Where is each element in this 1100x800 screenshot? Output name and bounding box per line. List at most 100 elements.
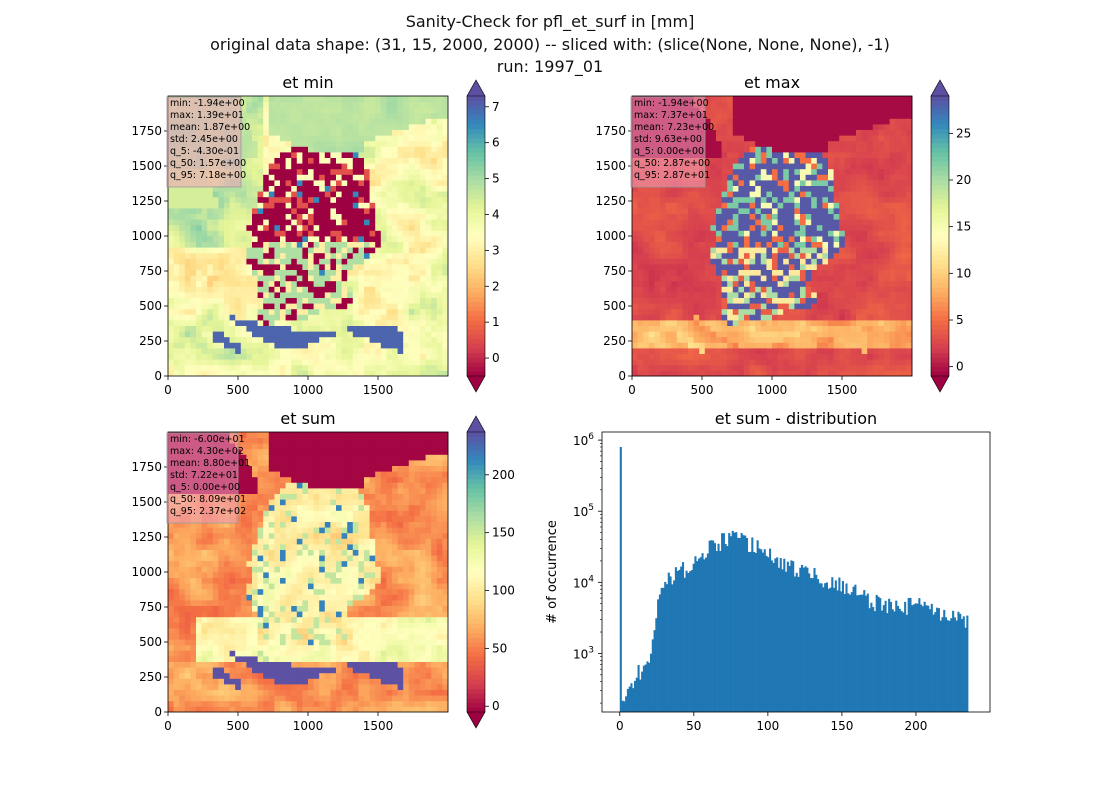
heatmap-cell <box>828 180 834 186</box>
heatmap-cell <box>805 224 812 231</box>
heatmap-cell <box>285 348 292 354</box>
heatmap-cell <box>252 359 258 366</box>
heatmap-cell <box>263 96 270 102</box>
heatmap-cell <box>425 364 432 371</box>
heatmap-cell <box>218 202 225 209</box>
colorbar-segment <box>467 96 485 102</box>
heatmap-cell <box>755 118 762 125</box>
heatmap-cell <box>257 112 264 119</box>
heatmap-cell <box>811 320 818 326</box>
heatmap-cell <box>285 219 292 226</box>
heatmap-cell <box>274 269 281 276</box>
heatmap-cell <box>302 118 309 125</box>
heatmap-cell <box>844 196 851 203</box>
heatmap-cell <box>744 364 750 371</box>
heatmap-cell <box>800 196 806 203</box>
heatmap-cell <box>755 314 762 321</box>
heatmap-cell <box>660 342 666 349</box>
heatmap-cell <box>397 331 404 338</box>
heatmap-cell <box>671 280 678 287</box>
heatmap-cell <box>369 118 376 125</box>
heatmap-cell <box>755 96 762 102</box>
colorbar-tick-label: 7 <box>492 100 500 114</box>
heatmap-cell <box>766 320 773 326</box>
heatmap-cell <box>716 208 722 214</box>
heatmap-cell <box>716 325 722 332</box>
heatmap-cell <box>319 258 326 265</box>
heatmap-cell <box>179 303 186 310</box>
heatmap-cell <box>783 247 790 254</box>
heatmap-cell <box>420 348 426 354</box>
heatmap-cell <box>682 236 689 242</box>
heatmap-cell <box>872 336 879 343</box>
heatmap-cell <box>794 247 801 254</box>
heatmap-cell <box>246 191 253 198</box>
heatmap-cell <box>721 280 728 287</box>
heatmap-cell <box>179 280 186 287</box>
heatmap-cell <box>375 96 382 102</box>
heatmap-cell <box>704 135 711 142</box>
heatmap-cell <box>280 297 286 304</box>
heatmap-cell <box>889 208 896 214</box>
heatmap-cell <box>285 124 292 130</box>
heatmap-cell <box>375 196 382 203</box>
heatmap-cell <box>867 320 874 326</box>
heatmap-cell <box>749 252 756 259</box>
heatmap-cell <box>280 124 286 130</box>
heatmap-cell <box>257 353 264 360</box>
heatmap-cell <box>895 325 902 332</box>
heatmap-cell <box>632 308 638 315</box>
heatmap-cell <box>285 308 292 315</box>
heatmap-cell <box>263 336 270 343</box>
heatmap-cell <box>889 118 896 125</box>
heatmap-cell <box>324 135 331 142</box>
heatmap-cell <box>184 297 191 304</box>
heatmap-cell <box>794 191 801 198</box>
colorbar-segment <box>467 138 485 144</box>
heatmap-cell <box>358 191 365 198</box>
heatmap-cell <box>246 219 253 226</box>
heatmap-cell <box>442 342 449 349</box>
heatmap-cell <box>319 191 326 198</box>
heatmap-cell <box>386 308 393 315</box>
heatmap-cell <box>839 258 846 265</box>
heatmap-cell <box>783 202 790 209</box>
heatmap-cell <box>755 325 762 332</box>
heatmap-cell <box>783 258 790 265</box>
heatmap-cell <box>285 241 292 248</box>
heatmap-cell <box>196 353 202 360</box>
heatmap-cell <box>330 314 337 321</box>
heatmap-cell <box>280 208 286 214</box>
heatmap-cell <box>212 359 219 366</box>
heatmap-cell <box>783 336 790 343</box>
heatmap-cell <box>252 236 258 242</box>
heatmap-cell <box>235 359 242 366</box>
heatmap-cell <box>704 191 711 198</box>
heatmap-cell <box>285 359 292 366</box>
heatmap-cell <box>347 112 354 119</box>
heatmap-cell <box>828 292 834 298</box>
heatmap-cell <box>257 286 264 293</box>
heatmap-cell <box>263 146 270 153</box>
heatmap-cell <box>431 124 438 130</box>
heatmap-cell <box>749 297 756 304</box>
heatmap-cell <box>850 168 857 175</box>
heatmap-cell <box>727 353 734 360</box>
heatmap-cell <box>420 219 426 226</box>
heatmap-cell <box>229 269 236 276</box>
heatmap-cell <box>844 163 851 170</box>
heatmap-cell <box>632 224 638 231</box>
heatmap-cell <box>839 96 846 102</box>
heatmap-cell <box>229 320 236 326</box>
heatmap-cell <box>392 224 398 231</box>
heatmap-cell <box>369 219 376 226</box>
heatmap-cell <box>839 364 846 371</box>
heatmap-cell <box>755 269 762 276</box>
heatmap-cell <box>319 185 326 192</box>
heatmap-cell <box>252 370 258 377</box>
heatmap-cell <box>844 325 851 332</box>
heatmap-cell <box>224 275 230 282</box>
heatmap-cell <box>403 303 410 310</box>
heatmap-cell <box>280 112 286 119</box>
